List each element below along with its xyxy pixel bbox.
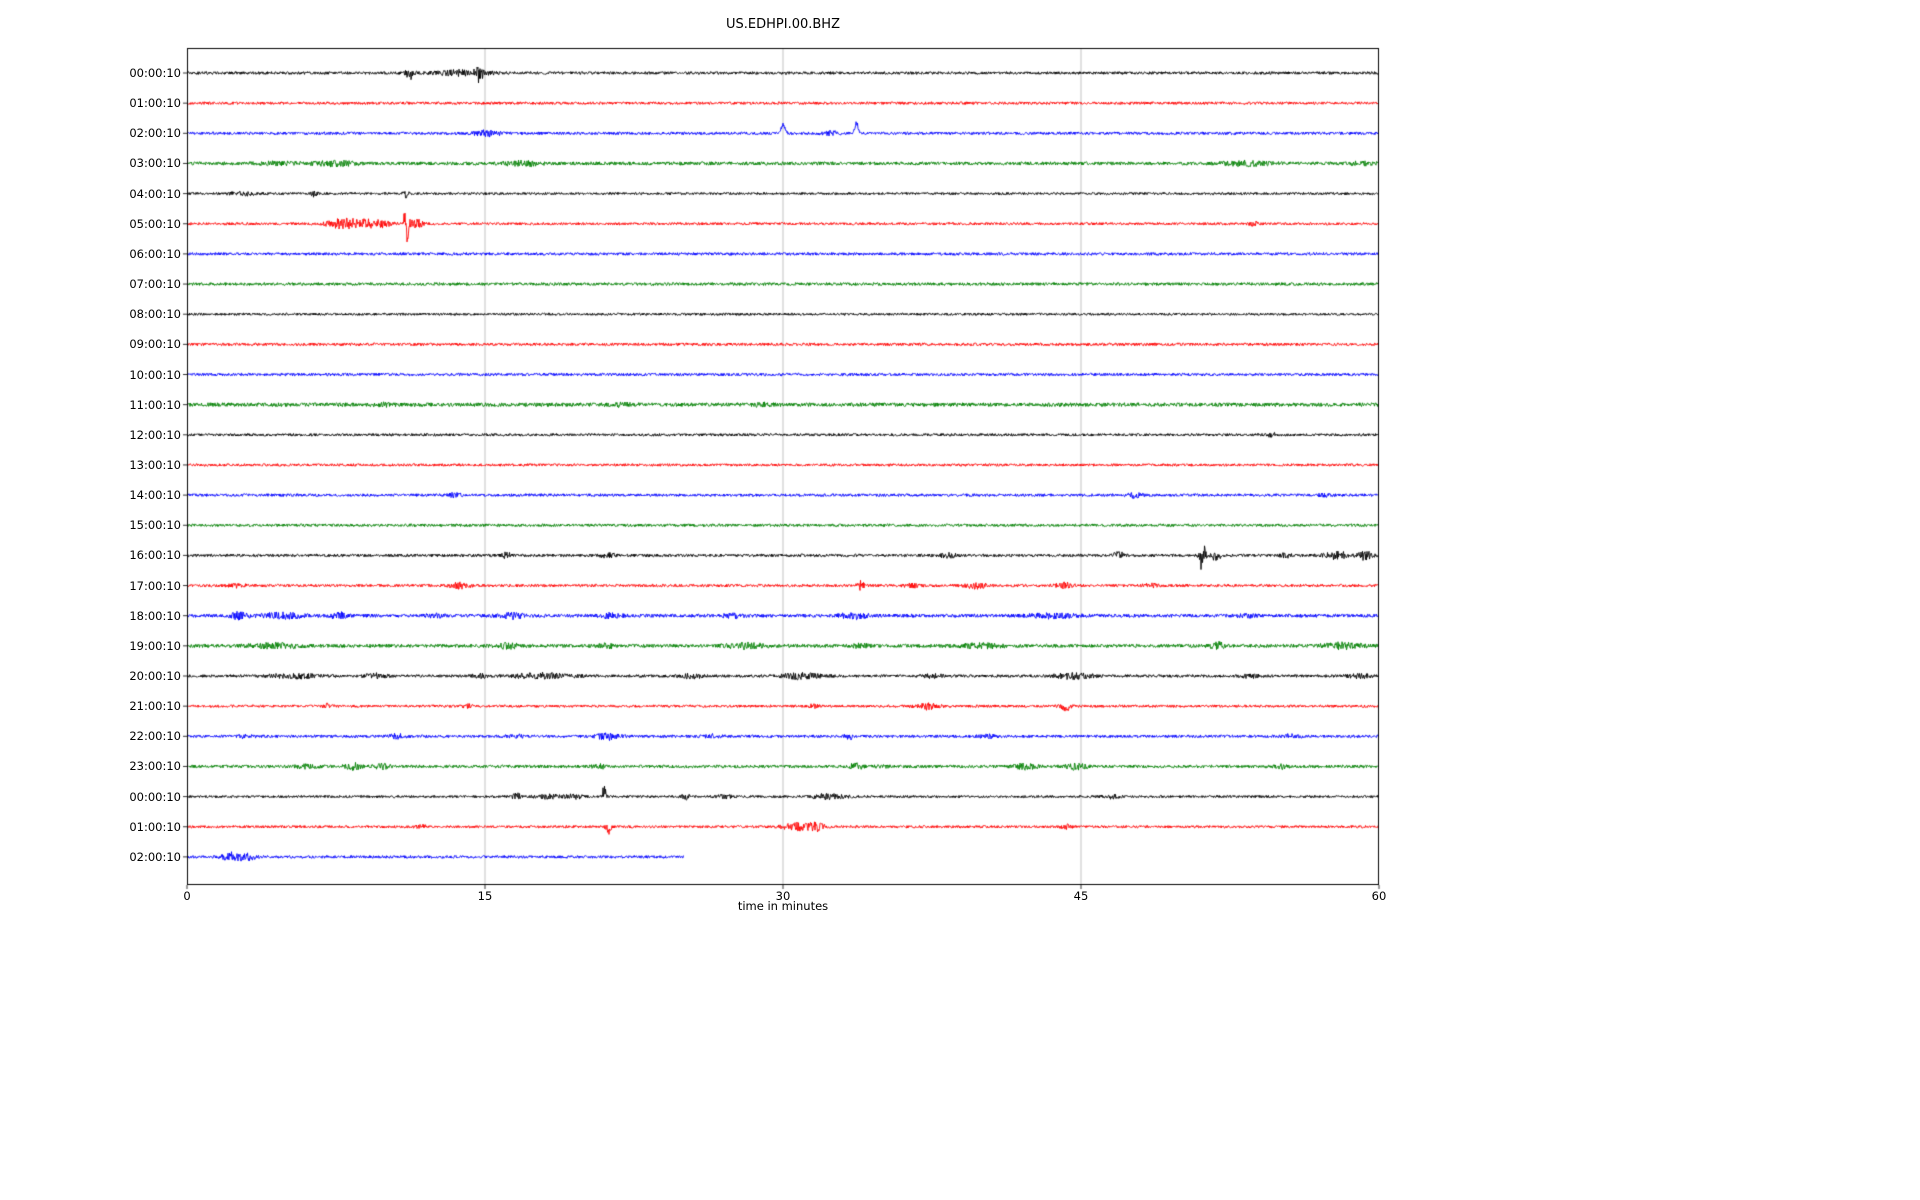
row-label: 19:00:10 [129, 638, 181, 653]
x-tick-label: 45 [1073, 889, 1089, 903]
row-label: 22:00:10 [129, 729, 181, 744]
row-label: 05:00:10 [129, 216, 181, 231]
row-label: 07:00:10 [129, 277, 181, 292]
row-label: 08:00:10 [129, 307, 181, 322]
chart-title: US.EDHPI.00.BHZ [726, 17, 840, 32]
row-label: 11:00:10 [129, 397, 181, 412]
row-label: 12:00:10 [129, 427, 181, 442]
row-label: 00:00:10 [129, 789, 181, 804]
row-label: 02:00:10 [129, 849, 181, 864]
row-label: 06:00:10 [129, 246, 181, 261]
row-label: 01:00:10 [129, 96, 181, 111]
row-label: 01:00:10 [129, 819, 181, 834]
row-label: 02:00:10 [129, 126, 181, 141]
row-label: 03:00:10 [129, 156, 181, 171]
x-tick-label: 30 [775, 889, 791, 903]
row-label: 13:00:10 [129, 457, 181, 472]
row-label: 23:00:10 [129, 759, 181, 774]
row-label: 00:00:10 [129, 66, 181, 80]
row-label: 04:00:10 [129, 186, 181, 201]
x-axis-label: time in minutes [737, 899, 829, 913]
x-tick-label: 15 [477, 889, 493, 903]
row-label: 09:00:10 [129, 337, 181, 352]
row-label: 16:00:10 [129, 548, 181, 563]
row-label: 18:00:10 [129, 608, 181, 623]
row-label: 21:00:10 [129, 699, 181, 714]
row-label: 17:00:10 [129, 578, 181, 593]
row-label: 14:00:10 [129, 488, 181, 503]
x-tick-label: 0 [183, 889, 191, 903]
row-label: 10:00:10 [129, 367, 181, 382]
row-label: 20:00:10 [129, 669, 181, 683]
x-tick-label: 60 [1371, 889, 1387, 903]
row-label: 15:00:10 [129, 518, 181, 533]
